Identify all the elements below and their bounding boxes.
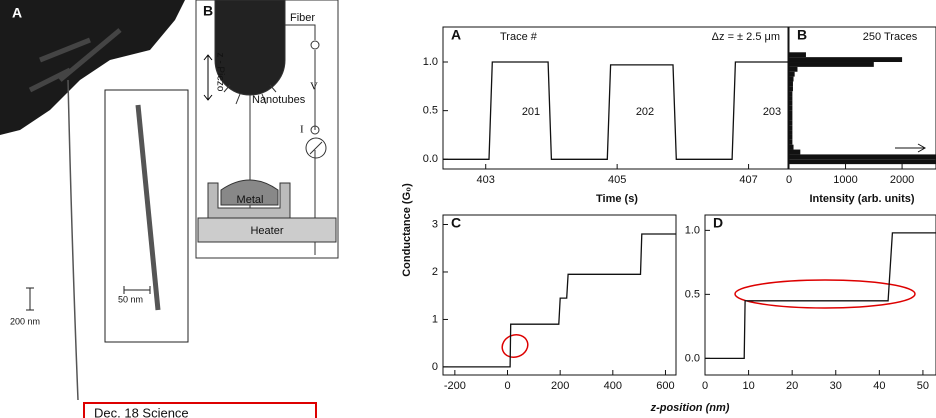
- histogram-bar: [789, 66, 798, 72]
- scale-label: 200 nm: [10, 316, 40, 326]
- x-tick-label: 1000: [833, 174, 857, 186]
- annotation: Trace #: [500, 31, 538, 43]
- x-axis-label: Intensity (arb. units): [809, 193, 914, 205]
- panel-label: A: [451, 27, 461, 43]
- y-tick-label: 0.0: [423, 153, 438, 165]
- y-tick-label: 1.0: [685, 224, 700, 236]
- histogram-bar: [789, 139, 793, 145]
- note: Dec. 18 Science: [94, 405, 189, 418]
- histogram-bar: [789, 110, 793, 116]
- plot-area: [705, 232, 936, 360]
- data-line: [443, 233, 676, 368]
- histogram-bar: [789, 62, 874, 67]
- schematic-label: z - Piezo: [214, 53, 225, 92]
- x-tick-label: 0: [786, 174, 792, 186]
- x-tick-label: 50: [917, 380, 929, 392]
- note-box: [83, 402, 317, 418]
- x-tick-label: 0: [702, 380, 708, 392]
- histogram-bar: [789, 144, 794, 150]
- x-tick-label: 200: [551, 380, 569, 392]
- histogram-bar: [789, 159, 936, 165]
- x-tick-label: 407: [739, 174, 757, 186]
- schematic-label: Nanotubes: [252, 94, 306, 106]
- y-tick-label: 1.0: [423, 56, 438, 68]
- panel-label: C: [451, 215, 461, 231]
- red-annotation: [501, 333, 529, 359]
- histogram-bar: [789, 115, 793, 121]
- x-axis-label: Time (s): [596, 193, 638, 205]
- x-axis-label: z-position (nm): [650, 402, 730, 414]
- y-tick-label: 1: [432, 313, 438, 325]
- x-tick-label: 600: [656, 380, 674, 392]
- data-line: [443, 61, 788, 160]
- schematic-label: V: [310, 81, 318, 93]
- y-tick-label: 2: [432, 266, 438, 278]
- histogram-bar: [789, 57, 903, 63]
- schematic-label: Metal: [237, 194, 264, 206]
- annotation: 203: [763, 106, 781, 118]
- histogram-bar: [789, 81, 793, 87]
- plot-area: [789, 52, 936, 165]
- x-tick-label: 400: [604, 380, 622, 392]
- x-tick-label: 403: [477, 174, 495, 186]
- plot-frame: [704, 214, 936, 376]
- panel-label: D: [713, 215, 723, 231]
- histogram-bar: [789, 96, 793, 101]
- histogram-bar: [789, 149, 801, 155]
- panel-label: A: [12, 5, 22, 21]
- schematic-label: Fiber: [290, 12, 315, 24]
- histogram-bar: [789, 52, 806, 58]
- y-tick-label: 3: [432, 218, 438, 230]
- histogram-bar: [789, 71, 795, 77]
- histogram-bar: [789, 134, 793, 140]
- annotation: 250 Traces: [863, 31, 918, 43]
- annotation: 202: [636, 106, 654, 118]
- y-tick-label: 0.0: [685, 352, 700, 364]
- histogram-bar: [789, 105, 793, 111]
- x-tick-label: 0: [504, 380, 510, 392]
- y-tick-label: 0: [432, 361, 438, 373]
- schematic: [195, 0, 339, 259]
- histogram-bar: [789, 120, 793, 126]
- y-tick-label: 0.5: [685, 288, 700, 300]
- x-tick-label: 405: [608, 174, 626, 186]
- histogram-bar: [789, 86, 793, 92]
- plot-frame: [442, 214, 677, 376]
- histogram-bar: [789, 100, 793, 106]
- plot-area: [443, 233, 676, 368]
- panel-label: B: [203, 3, 213, 19]
- plot-frame: [442, 26, 789, 170]
- plot-area: [443, 61, 788, 160]
- x-tick-label: 30: [830, 380, 842, 392]
- x-tick-label: 2000: [890, 174, 914, 186]
- red-annotation: [734, 279, 916, 309]
- annotation: 201: [522, 106, 540, 118]
- y-axis-label: Conductance (G₀): [401, 183, 413, 277]
- annotation: Δz = ± 2.5 μm: [712, 31, 780, 43]
- schematic-label: I: [300, 124, 304, 136]
- x-tick-label: 40: [873, 380, 885, 392]
- histogram-bar: [789, 130, 793, 135]
- scale-label: 50 nm: [118, 294, 143, 304]
- histogram-bar: [789, 91, 793, 97]
- histogram-bar: [789, 154, 936, 160]
- schematic-label: Heater: [250, 225, 283, 237]
- x-tick-label: 20: [786, 380, 798, 392]
- y-tick-label: 0.5: [423, 105, 438, 117]
- panel-label: B: [797, 27, 807, 43]
- tem-image: [0, 0, 189, 401]
- histogram-bar: [789, 76, 794, 82]
- data-line: [705, 232, 936, 360]
- arrow: [895, 143, 927, 153]
- x-tick-label: -200: [444, 380, 466, 392]
- histogram-bar: [789, 125, 793, 131]
- x-tick-label: 10: [742, 380, 754, 392]
